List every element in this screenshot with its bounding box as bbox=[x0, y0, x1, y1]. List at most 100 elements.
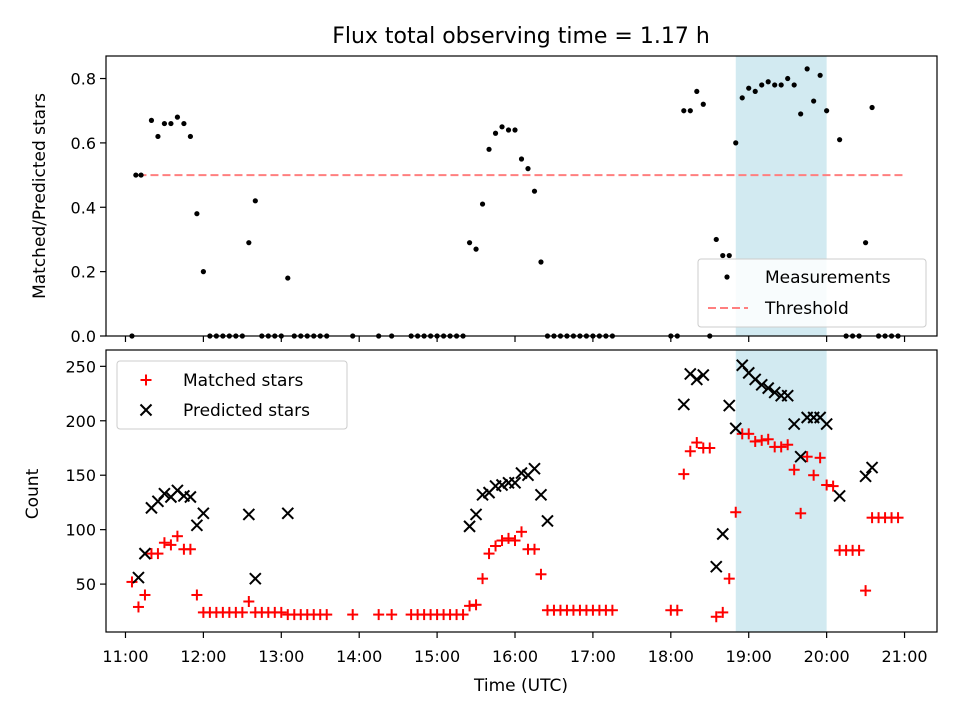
predicted-stars-point bbox=[768, 386, 781, 399]
measurements-point bbox=[479, 201, 486, 207]
predicted-stars-point bbox=[865, 461, 879, 474]
matched-stars-point bbox=[243, 596, 255, 608]
measurements-point bbox=[499, 124, 505, 130]
measurements-point bbox=[155, 133, 161, 140]
measurements-point bbox=[681, 108, 687, 114]
matched-stars-point bbox=[801, 451, 813, 463]
measurements-point bbox=[726, 252, 732, 259]
matched-stars-point bbox=[691, 437, 703, 449]
measurements-point bbox=[538, 259, 544, 265]
predicted-stars-point bbox=[859, 470, 872, 483]
measurements-point bbox=[512, 127, 518, 133]
matched-stars-point bbox=[678, 468, 690, 480]
measurements-point bbox=[824, 108, 830, 114]
y-tick-label: 50 bbox=[76, 575, 96, 594]
measurements-point bbox=[694, 88, 700, 95]
matched-stars-point bbox=[490, 540, 502, 552]
x-tick-label: 16:00 bbox=[492, 647, 538, 666]
matched-stars-point bbox=[132, 601, 144, 613]
predicted-stars-point bbox=[190, 519, 204, 532]
predicted-stars-point bbox=[787, 417, 801, 431]
matched-stars-point bbox=[853, 544, 865, 556]
predicted-stars-point bbox=[508, 476, 522, 490]
matched-stars-point bbox=[743, 428, 755, 440]
matched-stars-point bbox=[516, 526, 527, 538]
y-tick-label: 200 bbox=[65, 412, 96, 431]
matched-stars-point bbox=[152, 548, 164, 560]
measurements-point bbox=[798, 111, 804, 117]
y-tick-label: 150 bbox=[65, 466, 96, 485]
measurements-point bbox=[752, 88, 758, 95]
measurements-point bbox=[473, 246, 479, 252]
measurements-point bbox=[862, 240, 869, 246]
y-tick-label: 0.4 bbox=[71, 198, 96, 217]
matched-stars-point bbox=[483, 548, 495, 560]
matched-stars-point bbox=[775, 441, 787, 453]
y-tick-label: 0.6 bbox=[71, 134, 96, 153]
matched-stars-point bbox=[814, 452, 826, 464]
matched-stars-point bbox=[165, 539, 177, 551]
measurements-point bbox=[720, 252, 726, 259]
matched-stars-point bbox=[158, 537, 170, 549]
measurements-point bbox=[869, 104, 875, 111]
predicted-stars-point bbox=[761, 381, 775, 395]
x-axis-label: Time (UTC) bbox=[473, 676, 568, 696]
predicted-stars-point bbox=[138, 547, 152, 560]
x-tick-label: 13:00 bbox=[258, 647, 304, 666]
measurements-point bbox=[181, 120, 187, 127]
predicted-stars-point bbox=[755, 378, 768, 392]
matched-stars-point bbox=[386, 609, 398, 621]
bottom-legend: Matched stars Predicted stars bbox=[116, 360, 348, 430]
matched-stars-point bbox=[788, 464, 800, 476]
measurements-point bbox=[700, 101, 706, 107]
measurements-point bbox=[811, 98, 817, 104]
predicted-stars-point bbox=[242, 508, 256, 521]
measurements-point bbox=[772, 82, 778, 88]
legend-predicted-marker bbox=[139, 403, 153, 417]
measurements-point bbox=[687, 108, 693, 114]
measurements-point bbox=[817, 72, 823, 78]
top-y-axis-label: Matched/Predicted stars bbox=[30, 93, 50, 299]
matched-stars-point bbox=[236, 606, 248, 618]
measurements-point bbox=[733, 140, 739, 146]
x-tick-label: 20:00 bbox=[804, 647, 850, 666]
matched-stars-point bbox=[723, 573, 735, 585]
measurements-point bbox=[133, 172, 139, 178]
measurements-point bbox=[765, 79, 771, 85]
measurements-point bbox=[174, 114, 181, 120]
measurements-point bbox=[161, 120, 168, 127]
bottom-panel: 50 100 150 200 250 11:00 12:00 13:00 14:00 15:00… bbox=[23, 349, 938, 696]
matched-stars-point bbox=[470, 599, 482, 611]
matched-stars-point bbox=[795, 507, 807, 519]
measurements-point bbox=[778, 82, 784, 88]
predicted-stars-point bbox=[158, 487, 171, 500]
predicted-stars-point bbox=[469, 508, 483, 521]
predicted-stars-point bbox=[729, 422, 742, 435]
chart-title: Flux total observing time = 1.17 h bbox=[332, 24, 710, 49]
predicted-stars-point bbox=[677, 398, 691, 411]
predicted-stars-point bbox=[197, 507, 210, 520]
x-tick-label: 18:00 bbox=[648, 647, 694, 666]
measurements-point bbox=[138, 172, 144, 178]
y-tick-label: 0.2 bbox=[71, 263, 96, 282]
matched-stars-point bbox=[808, 469, 820, 481]
matched-stars-point bbox=[184, 543, 196, 555]
highlight-span bbox=[735, 350, 827, 632]
matched-stars-point bbox=[892, 512, 904, 524]
y-tick-label: 0.0 bbox=[71, 327, 96, 346]
matched-stars-point bbox=[477, 573, 489, 585]
predicted-stars-point bbox=[281, 507, 294, 520]
measurements-point bbox=[194, 211, 200, 217]
matched-stars-point bbox=[704, 442, 716, 454]
legend-matched-marker bbox=[140, 374, 152, 386]
predicted-stars-point bbox=[716, 527, 729, 541]
predicted-stars-point bbox=[541, 514, 554, 528]
top-legend: Measurements Threshold bbox=[697, 258, 927, 328]
y-tick-label: 0.8 bbox=[71, 70, 96, 89]
legend-measurements-label: Measurements bbox=[765, 268, 891, 288]
measurements-point bbox=[168, 120, 174, 127]
measurements-point bbox=[466, 240, 473, 246]
matched-stars-point bbox=[321, 609, 333, 621]
matched-stars-point bbox=[782, 439, 794, 451]
